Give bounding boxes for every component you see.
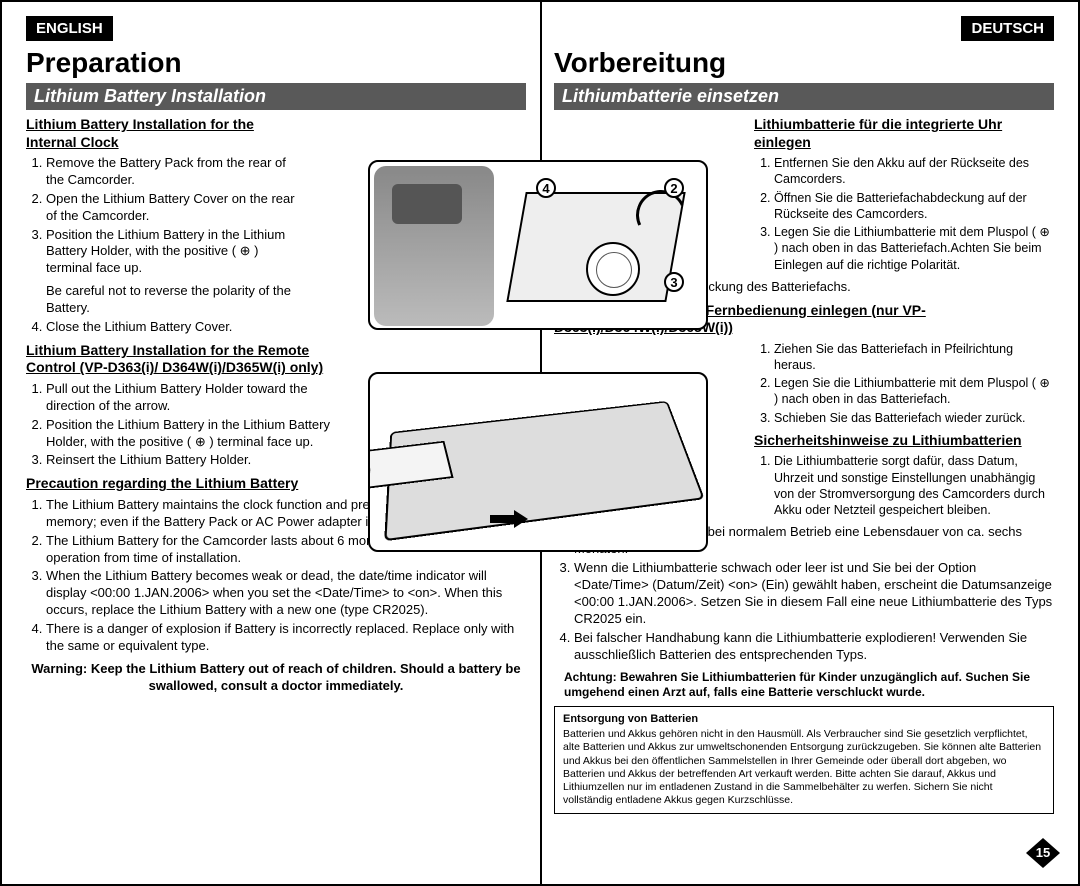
- page-number-badge: 15: [1026, 838, 1060, 868]
- callout-2: 2: [664, 178, 684, 198]
- warning-left: Warning: Keep the Lithium Battery out of…: [26, 661, 526, 695]
- figure-camcorder-battery: 4 2 3: [368, 160, 708, 330]
- achtung-note: Achtung: Bewahren Sie Lithiumbatterien f…: [564, 670, 1054, 700]
- callout-3: 3: [664, 272, 684, 292]
- list-item: Öffnen Sie die Batteriefachabdeckung auf…: [774, 190, 1054, 223]
- list-item: Reinsert the Lithium Battery Holder.: [46, 452, 351, 469]
- callout-4: 4: [536, 178, 556, 198]
- title-left: Preparation: [26, 47, 526, 79]
- battery-slot-illustration: 4 2 3: [496, 172, 696, 322]
- list-item: Die Lithiumbatterie sorgt dafür, dass Da…: [774, 453, 1054, 518]
- camcorder-illustration: [374, 166, 494, 326]
- subhead-internal-clock: Lithium Battery Installation for the Int…: [26, 116, 301, 151]
- list-item: Bei falscher Handhabung kann die Lithium…: [574, 630, 1054, 664]
- disposal-box: Entsorgung von Batterien Batterien und A…: [554, 706, 1054, 815]
- title-right: Vorbereitung: [554, 47, 1054, 79]
- list-uhr: Entfernen Sie den Akku auf der Rückseite…: [754, 155, 1054, 273]
- list-remote: Pull out the Lithium Battery Holder towa…: [26, 381, 351, 469]
- disposal-title: Entsorgung von Batterien: [563, 713, 1045, 727]
- coin-cell-icon: [368, 455, 372, 487]
- list-item: Wenn die Lithiumbatterie schwach oder le…: [574, 560, 1054, 628]
- list-item: Open the Lithium Battery Cover on the re…: [46, 191, 301, 225]
- list-item: Position the Lithium Battery in the Lith…: [46, 227, 301, 278]
- list-item: There is a danger of explosion if Batter…: [46, 621, 526, 655]
- list-internal-clock-cont: Close the Lithium Battery Cover.: [26, 319, 301, 336]
- left-block-1: Lithium Battery Installation for the Int…: [26, 116, 301, 336]
- list-sicherheit-a: Die Lithiumbatterie sorgt dafür, dass Da…: [754, 453, 1054, 518]
- right-block-2: Ziehen Sie das Batteriefach in Pfeilrich…: [754, 341, 1054, 519]
- left-block-2: Lithium Battery Installation for the Rem…: [26, 342, 351, 469]
- right-block-1: Lithiumbatterie für die integrierte Uhr …: [754, 116, 1054, 273]
- list-internal-clock: Remove the Battery Pack from the rear of…: [26, 155, 301, 277]
- list-fernbedienung: Ziehen Sie das Batteriefach in Pfeilrich…: [754, 341, 1054, 426]
- list-item: Legen Sie die Lithiumbatterie mit dem Pl…: [774, 375, 1054, 408]
- list-item: Close the Lithium Battery Cover.: [46, 319, 301, 336]
- section-bar-left: Lithium Battery Installation: [26, 83, 526, 110]
- list-item: Schieben Sie das Batteriefach wieder zur…: [774, 410, 1054, 426]
- coin-cell-icon: [586, 242, 640, 296]
- manual-page: ENGLISH Preparation Lithium Battery Inst…: [0, 0, 1080, 886]
- subhead-remote: Lithium Battery Installation for the Rem…: [26, 342, 351, 377]
- list-item: Position the Lithium Battery in the Lith…: [46, 417, 351, 451]
- figure-remote-battery: [368, 372, 708, 552]
- list-item: Remove the Battery Pack from the rear of…: [46, 155, 301, 189]
- polarity-note: Be careful not to reverse the polarity o…: [46, 283, 301, 317]
- list-item: Legen Sie die Lithiumbatterie mit dem Pl…: [774, 224, 1054, 273]
- list-item: When the Lithium Battery becomes weak or…: [46, 568, 526, 619]
- subhead-sicherheit: Sicherheitshinweise zu Lithiumbatterien: [754, 432, 1054, 450]
- subhead-uhr: Lithiumbatterie für die integrierte Uhr …: [754, 116, 1054, 151]
- list-item: Ziehen Sie das Batteriefach in Pfeilrich…: [774, 341, 1054, 374]
- arrow-icon: [490, 512, 530, 526]
- list-item: Pull out the Lithium Battery Holder towa…: [46, 381, 351, 415]
- disposal-body: Batterien und Akkus gehören nicht in den…: [563, 728, 1045, 807]
- list-item: Entfernen Sie den Akku auf der Rückseite…: [774, 155, 1054, 188]
- section-bar-right: Lithiumbatterie einsetzen: [554, 83, 1054, 110]
- lang-badge-deutsch: DEUTSCH: [961, 16, 1054, 41]
- page-number: 15: [1026, 845, 1060, 860]
- lang-badge-english: ENGLISH: [26, 16, 113, 41]
